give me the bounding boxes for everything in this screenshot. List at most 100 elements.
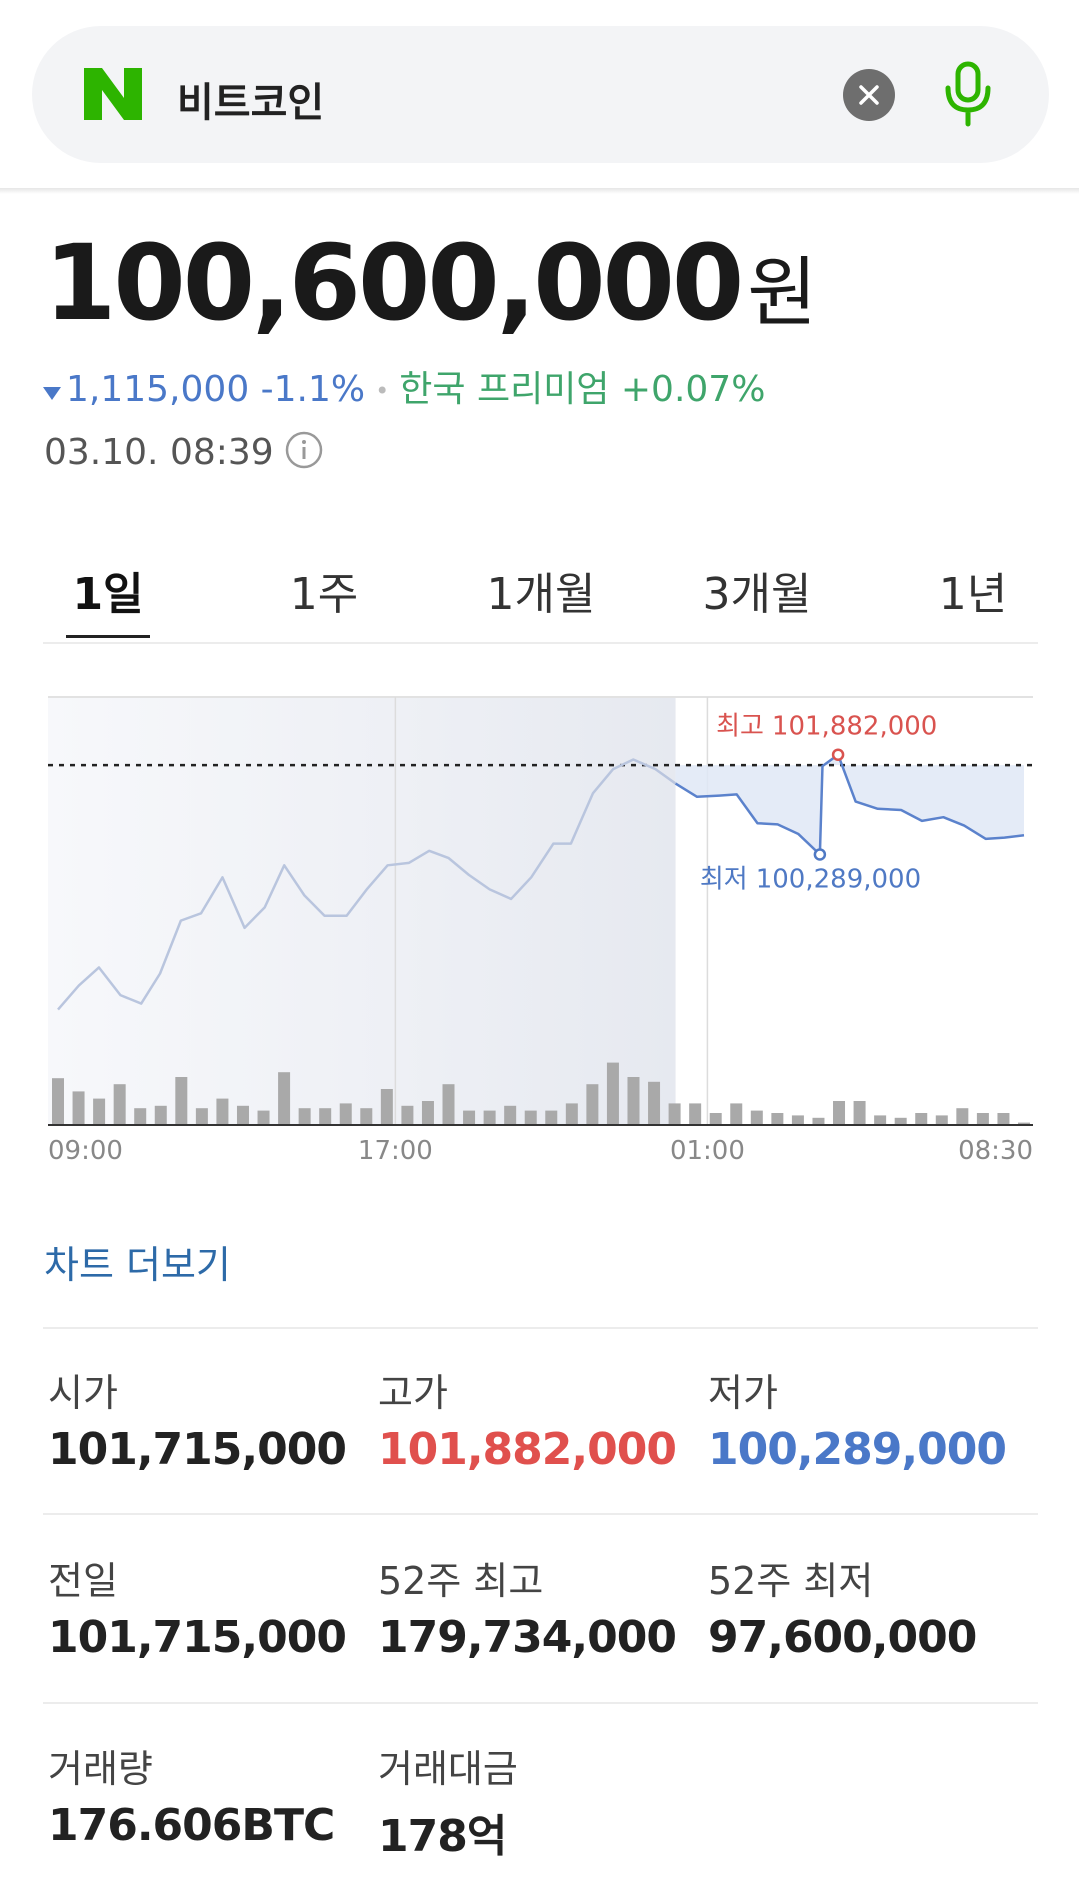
- volume-bar: [442, 1084, 455, 1125]
- volume-bar: [463, 1110, 476, 1125]
- volume-bar: [52, 1078, 64, 1125]
- divider: [43, 1327, 1038, 1329]
- x-tick-label: 01:00: [670, 1136, 745, 1166]
- volume-bar: [915, 1113, 928, 1125]
- stat-label: 저가: [708, 1371, 778, 1415]
- timestamp-text: 03.10. 08:39: [44, 432, 274, 473]
- volume-bar: [421, 1101, 434, 1125]
- volume-bar: [339, 1103, 352, 1125]
- high-label: 최고: [716, 712, 764, 742]
- stat-value: 100,289,000: [708, 1424, 1007, 1475]
- divider: [43, 1702, 1038, 1704]
- volume-bar: [853, 1101, 866, 1125]
- volume-bar: [216, 1098, 229, 1125]
- down-arrow: [43, 387, 61, 400]
- divider: [43, 642, 1038, 644]
- info-icon[interactable]: [284, 430, 324, 470]
- x-tick-label: 08:30: [958, 1136, 1033, 1166]
- past-shade: [48, 697, 676, 1125]
- volume-bar: [504, 1105, 517, 1125]
- premium-label: 한국 프리미엄: [399, 369, 610, 410]
- volume-bar: [545, 1110, 558, 1125]
- volume-bar: [668, 1103, 681, 1125]
- low-label: 최저: [700, 864, 748, 894]
- premium-value: +0.07%: [620, 369, 766, 410]
- change-amount: 1,115,000 -1.1%: [66, 369, 366, 410]
- more-chart-link[interactable]: 차트 더보기: [44, 1243, 231, 1287]
- tab[interactable]: 1주: [289, 569, 359, 620]
- stat-label: 고가: [378, 1371, 448, 1415]
- volume-bar: [956, 1108, 969, 1125]
- volume-bar: [586, 1084, 599, 1125]
- volume-bar: [483, 1110, 496, 1125]
- low-annotation: 최저 100,289,000: [700, 864, 921, 894]
- stat-label: 거래량: [48, 1747, 153, 1791]
- x-tick-label: 09:00: [48, 1136, 123, 1166]
- volume-bar: [874, 1115, 887, 1125]
- tab[interactable]: 3개월: [702, 569, 812, 620]
- low-marker: [813, 848, 827, 861]
- price-unit: 원: [747, 248, 818, 337]
- mic-button[interactable]: [940, 60, 996, 130]
- volume-bar: [997, 1113, 1010, 1125]
- x-tick-label: 17:00: [358, 1136, 433, 1166]
- volume-bar: [689, 1103, 702, 1125]
- volume-bar: [93, 1098, 106, 1125]
- header-shadow: [0, 188, 1079, 194]
- volume-bar: [175, 1077, 188, 1125]
- volume-bar: [257, 1110, 270, 1125]
- volume-bar: [648, 1081, 661, 1125]
- stat-label: 거래대금: [378, 1747, 518, 1791]
- volume-bar: [812, 1117, 825, 1125]
- volume-bar: [565, 1103, 578, 1125]
- volume-bar: [278, 1072, 291, 1125]
- stat-label: 52주 최고: [378, 1559, 544, 1603]
- volume-bar: [524, 1110, 537, 1125]
- tab[interactable]: 1년: [938, 569, 1008, 620]
- stat-value: 97,600,000: [708, 1612, 977, 1663]
- stat-value: 101,715,000: [48, 1612, 347, 1663]
- volume-bar: [298, 1108, 311, 1125]
- price-line-past: [57, 758, 677, 1011]
- volume-bar: [401, 1105, 414, 1125]
- volume-bar: [360, 1108, 373, 1125]
- volume-bar: [771, 1113, 784, 1125]
- stat-label: 52주 최저: [708, 1559, 874, 1603]
- volume-bar: [154, 1105, 167, 1125]
- change-line: 1,115,000 -1.1% • 한국 프리미엄 +0.07%: [42, 360, 765, 412]
- tab[interactable]: 1개월: [486, 569, 596, 620]
- volume-bar: [730, 1103, 743, 1125]
- volume-bar: [833, 1101, 846, 1125]
- change-area: [675, 754, 1024, 855]
- stat-label: 전일: [48, 1559, 118, 1603]
- volume-bar: [1018, 1122, 1030, 1125]
- volume-bar: [195, 1108, 208, 1125]
- volume-bar: [791, 1115, 804, 1125]
- high-annotation: 최고 101,882,000: [716, 712, 937, 742]
- search-query[interactable]: 비트코인: [177, 80, 325, 126]
- volume-bar: [606, 1062, 619, 1125]
- high-marker: [831, 748, 845, 761]
- clear-button[interactable]: [842, 68, 896, 122]
- price-value: 100,600,000: [44, 222, 744, 344]
- price: 100,600,000원: [44, 222, 817, 344]
- volume-bar: [709, 1113, 722, 1125]
- naver-logo[interactable]: [84, 68, 142, 120]
- low-value-label: 100,289,000: [756, 864, 921, 894]
- volume-bar: [976, 1113, 989, 1125]
- tab-underline: [66, 635, 150, 638]
- volume-bar: [627, 1077, 640, 1125]
- separator-dot: •: [375, 377, 390, 405]
- volume-bar: [935, 1115, 948, 1125]
- tab[interactable]: 1일: [72, 569, 144, 620]
- stat-value: 101,715,000: [48, 1424, 347, 1475]
- volume-bar: [236, 1105, 249, 1125]
- divider: [43, 1513, 1038, 1515]
- volume-bar: [113, 1084, 126, 1125]
- chart: 09:00 17:00 01:00 08:30 최고 101,882,000 최저 100,2…: [48, 696, 1033, 1166]
- volume-bar: [750, 1110, 763, 1125]
- stat-value: 178억: [378, 1811, 507, 1862]
- volume-bar: [72, 1091, 85, 1125]
- volume-bar: [894, 1117, 907, 1125]
